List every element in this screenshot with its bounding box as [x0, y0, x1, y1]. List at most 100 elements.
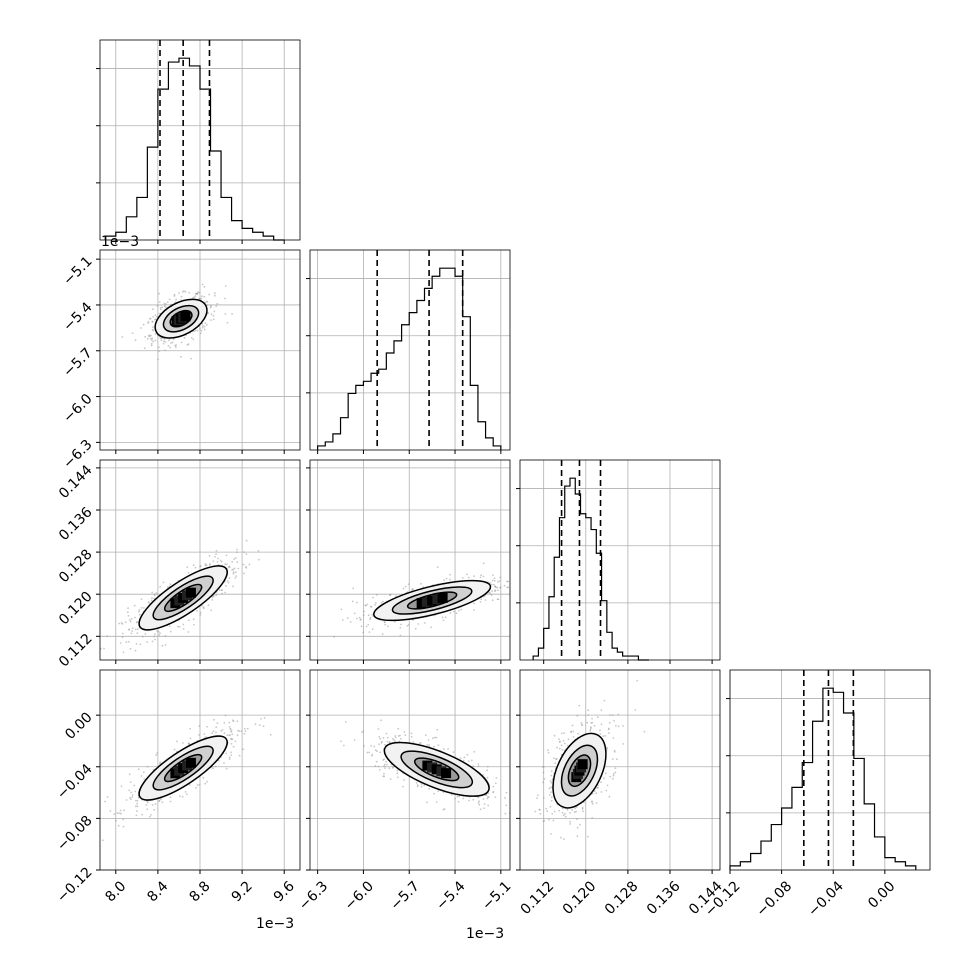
sample-point [119, 642, 122, 644]
sample-point [550, 786, 552, 789]
sample-point [454, 797, 456, 800]
sample-point [176, 740, 178, 743]
sample-point [128, 628, 130, 631]
sample-point [133, 784, 136, 787]
contour-0 [138, 565, 228, 631]
sample-point [548, 794, 551, 796]
sample-point [127, 607, 129, 610]
sample-point [499, 576, 502, 579]
sample-point [214, 292, 216, 295]
sample-point [190, 357, 192, 360]
sample-point [575, 810, 577, 813]
sample-point [151, 339, 153, 341]
sample-point [399, 626, 402, 629]
sample-point [229, 734, 231, 737]
sample-point [511, 578, 513, 580]
sample-point [157, 358, 160, 361]
sample-point [150, 599, 153, 602]
sample-point [208, 293, 211, 296]
sample-point [606, 746, 608, 749]
sample-point [496, 586, 499, 589]
sample-point [361, 731, 363, 734]
sample-point [204, 322, 207, 325]
sample-point [402, 587, 405, 590]
sample-point [420, 783, 423, 786]
sample-point [443, 579, 445, 582]
sample-point [614, 767, 617, 770]
sample-point [593, 790, 596, 792]
sample-point [217, 557, 219, 560]
sample-point [563, 838, 565, 841]
sample-point [609, 775, 612, 778]
sample-point [383, 765, 386, 767]
sample-point [473, 602, 475, 605]
sample-point [487, 796, 490, 799]
sample-point [156, 315, 158, 318]
sample-point [493, 583, 495, 586]
sample-point [103, 647, 105, 650]
sample-point [416, 785, 419, 788]
sample-point [513, 802, 515, 804]
sample-point [497, 581, 499, 583]
sample-point [596, 716, 599, 719]
sample-point [186, 344, 189, 346]
sample-point [362, 730, 365, 732]
sample-point [497, 589, 499, 592]
sample-point [486, 797, 489, 800]
sample-point [394, 735, 397, 737]
sample-point [493, 577, 496, 580]
sample-point [209, 564, 211, 566]
sample-point [478, 800, 480, 803]
sample-point [228, 758, 231, 760]
sample-point [442, 791, 445, 794]
sample-point [135, 805, 137, 808]
sample-point [595, 792, 598, 795]
x-offset-label: 1e−3 [256, 916, 294, 932]
sample-point [120, 812, 122, 815]
sample-point [135, 799, 137, 802]
y-tick-label: −0.08 [54, 813, 96, 855]
sample-point [549, 780, 552, 782]
panel-frame [309, 459, 511, 661]
sample-point [477, 763, 480, 765]
sample-point [467, 760, 470, 763]
sample-point [214, 556, 216, 558]
sample-point [547, 751, 550, 754]
sample-point [534, 578, 536, 580]
sample-point [175, 346, 177, 349]
sample-point [158, 301, 161, 303]
sample-point [539, 812, 542, 815]
sample-point [228, 577, 231, 579]
sample-point [555, 757, 558, 760]
sample-point [154, 333, 157, 335]
sample-point [486, 769, 489, 772]
sample-point [106, 796, 109, 798]
sample-point [521, 592, 523, 594]
sample-point [490, 594, 493, 596]
sample-point [383, 758, 385, 761]
sample-point [622, 743, 625, 745]
sample-point [149, 337, 152, 340]
sample-point [605, 789, 608, 792]
sample-point [589, 730, 592, 732]
sample-point [386, 740, 389, 743]
sample-point [404, 734, 407, 736]
sample-point [495, 777, 498, 779]
sample-point [198, 297, 201, 300]
sample-point [436, 566, 439, 568]
density-core-cell [185, 757, 196, 768]
sample-point [495, 586, 497, 589]
sample-point [113, 813, 116, 815]
sample-point [576, 826, 579, 829]
y-tick-label: −6.0 [60, 391, 95, 426]
sample-point [543, 778, 546, 780]
sample-point [211, 596, 214, 599]
sample-point [159, 586, 162, 588]
sample-point [561, 807, 564, 810]
sample-point [228, 721, 231, 724]
sample-point [370, 745, 372, 747]
x-tick-label: 0.00 [865, 878, 898, 911]
sample-point [563, 732, 565, 734]
sample-point [151, 640, 154, 643]
